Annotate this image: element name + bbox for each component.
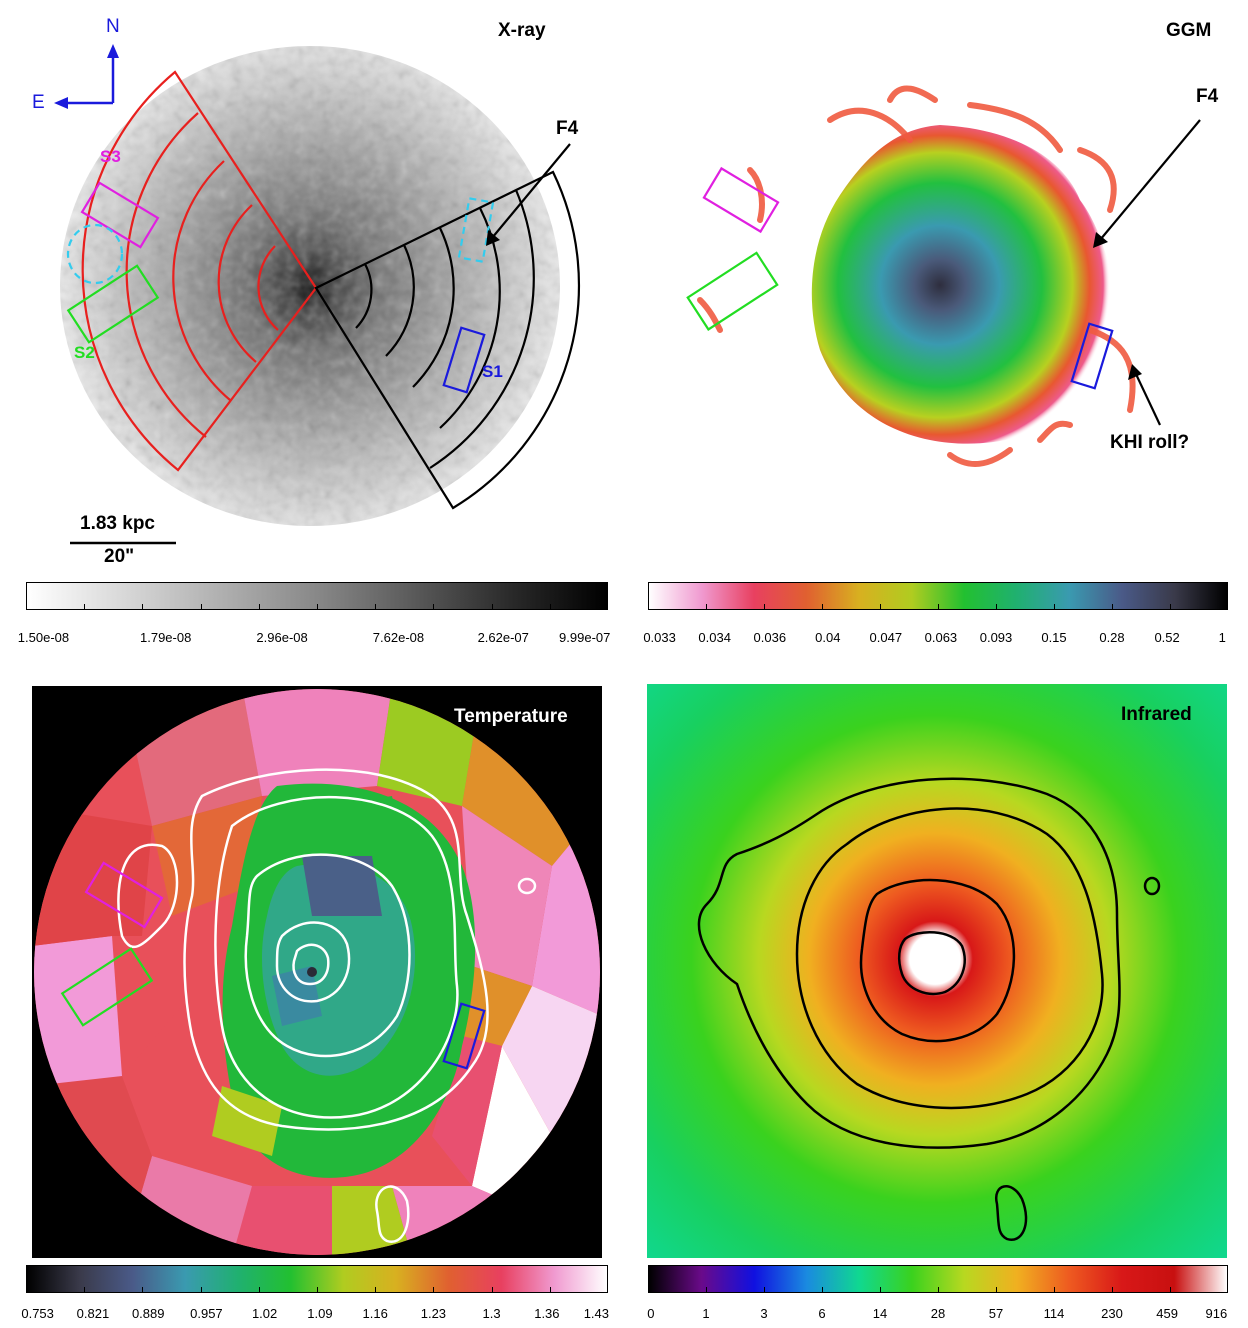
east-sector-outline (81, 70, 318, 472)
ggm-f4-arrow (1093, 119, 1201, 248)
ggm-colorbar-ticks: 0.033 0.034 0.036 0.04 0.047 0.063 0.093… (643, 630, 1228, 650)
temperature-tick: 1.02 (251, 1306, 278, 1321)
ggm-tick: 0.04 (815, 630, 841, 645)
west-arc-3 (412, 227, 455, 388)
east-sector-regions (81, 70, 318, 472)
ggm-tick: 0.033 (643, 630, 676, 645)
scale-arcsec-label: 20" (104, 546, 135, 567)
compass-east-label: E (32, 92, 45, 113)
cyan-circle-region (66, 223, 124, 285)
temperature-title: Temperature (454, 706, 568, 727)
west-sector-outline (314, 170, 581, 510)
east-arc-4 (125, 112, 207, 438)
infrared-title: Infrared (1121, 704, 1192, 725)
scale-kpc-label: 1.83 kpc (80, 513, 155, 534)
ggm-tick: 0.063 (924, 630, 958, 645)
west-sector-regions (314, 170, 581, 510)
temperature-tick: 0.753 (21, 1306, 54, 1321)
infrared-map (647, 684, 1227, 1258)
compass (54, 44, 119, 109)
xray-tick: 2.96e-08 (256, 630, 308, 645)
temperature-tick: 1.36 (534, 1306, 560, 1321)
ggm-s3-region (702, 166, 780, 234)
temperature-tick: 1.16 (362, 1306, 388, 1321)
infrared-tick: 3 (760, 1306, 768, 1321)
ggm-filaments (697, 85, 1136, 468)
ggm-tick: 0.15 (1041, 630, 1067, 645)
infrared-tick: 6 (818, 1306, 826, 1321)
ggm-tick: 0.047 (869, 630, 903, 645)
xray-tick: 7.62e-08 (372, 630, 425, 645)
xray-colorbar-ticks: 1.50e-08 1.79e-08 2.96e-08 7.62e-08 2.62… (18, 630, 611, 650)
temperature-tick: 1.23 (420, 1306, 447, 1321)
ggm-tick: 0.036 (753, 630, 787, 645)
west-arc-5 (429, 189, 535, 469)
temp-s3-region (84, 861, 164, 929)
xray-image (54, 44, 581, 545)
temperature-tick: 0.821 (76, 1306, 110, 1321)
ggm-title: GGM (1166, 20, 1212, 41)
s1-label: S1 (482, 362, 503, 381)
ggm-tick: 1 (1218, 630, 1226, 645)
east-arc-1 (257, 245, 279, 331)
infrared-tick: 230 (1101, 1306, 1123, 1321)
temperature-colorbar-tickmarks (26, 1287, 608, 1293)
temperature-colorbar-ticks: 0.753 0.821 0.889 0.957 1.02 1.09 1.16 1… (21, 1306, 610, 1326)
infrared-tick: 57 (988, 1306, 1004, 1321)
compass-north-label: N (106, 16, 120, 37)
east-arc-2 (217, 204, 257, 363)
ggm-core-structure (811, 125, 1133, 444)
xray-f4-label: F4 (556, 118, 579, 139)
temperature-bins (34, 689, 600, 1255)
infrared-tick: 916 (1205, 1306, 1228, 1321)
infrared-colorbar-tickmarks (648, 1287, 1228, 1293)
xray-tick: 1.50e-08 (17, 630, 70, 645)
ggm-f4-label: F4 (1196, 86, 1219, 107)
temperature-tick: 0.957 (190, 1306, 223, 1321)
infrared-tick: 1 (702, 1306, 710, 1321)
xray-panel: X-ray N E F4 S3 S2 S1 1.83 kpc 20" (20, 0, 610, 580)
ggm-s1-region (1070, 322, 1114, 390)
ggm-image (686, 85, 1201, 468)
s1-region (442, 326, 486, 394)
temperature-tick: 1.3 (482, 1306, 501, 1321)
infrared-tick: 114 (1043, 1306, 1065, 1321)
ggm-panel: GGM F4 KHI roll? (640, 0, 1235, 580)
west-arc-1 (355, 263, 373, 329)
temp-s2-region (60, 947, 154, 1027)
xray-tick: 9.99e-07 (559, 630, 611, 645)
infrared-panel: Infrared (647, 684, 1227, 1258)
temperature-tick: 0.889 (131, 1306, 165, 1321)
khi-arrow (1128, 364, 1161, 426)
ggm-tick: 0.52 (1154, 630, 1180, 645)
s2-region (66, 264, 160, 344)
xray-colorbar-tickmarks (26, 604, 608, 610)
ggm-s2-region (686, 251, 779, 331)
temp-s1-region (442, 1002, 486, 1070)
temperature-panel: Temperature (32, 686, 602, 1258)
khi-label: KHI roll? (1110, 432, 1190, 453)
temperature-tick: 1.09 (307, 1306, 333, 1321)
s2-label: S2 (74, 343, 95, 362)
ggm-tick: 0.28 (1099, 630, 1125, 645)
east-arc-3 (172, 160, 231, 401)
infrared-colorbar-ticks: 0 1 3 6 14 28 57 114 230 459 916 (647, 1306, 1228, 1326)
infrared-emission (647, 684, 1227, 1258)
infrared-tick: 0 (647, 1306, 655, 1321)
infrared-contours (697, 777, 1161, 1242)
infrared-tick: 14 (872, 1306, 888, 1321)
s3-label: S3 (100, 147, 121, 166)
xray-title: X-ray (498, 20, 546, 41)
xray-tick: 1.79e-08 (140, 630, 192, 645)
ggm-colorbar-tickmarks (648, 604, 1228, 610)
ggm-tick: 0.034 (698, 630, 731, 645)
temperature-map (34, 689, 600, 1255)
xray-tick: 2.62e-07 (477, 630, 529, 645)
ggm-tick: 0.093 (979, 630, 1013, 645)
f4-arrow (486, 143, 571, 246)
infrared-tick: 28 (930, 1306, 946, 1321)
west-arc-2 (385, 244, 415, 357)
temperature-tick: 1.43 (583, 1306, 610, 1321)
infrared-tick: 459 (1156, 1306, 1178, 1321)
